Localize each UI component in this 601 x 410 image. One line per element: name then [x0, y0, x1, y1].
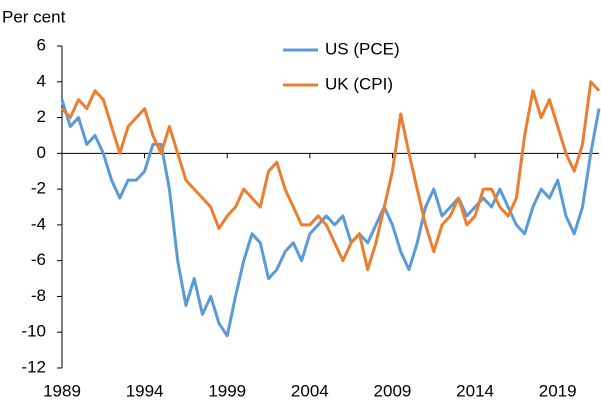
legend-label: US (PCE) — [325, 39, 400, 58]
y-tick-label: -2 — [31, 179, 46, 198]
y-tick-label: -6 — [31, 250, 46, 269]
x-tick-label: 1989 — [43, 381, 81, 400]
y-tick-label: 6 — [37, 35, 46, 54]
y-tick-label: -12 — [21, 357, 46, 376]
y-tick-label: 4 — [37, 71, 46, 90]
x-tick-label: 1999 — [208, 381, 246, 400]
y-tick-label: -10 — [21, 322, 46, 341]
y-tick-label: -8 — [31, 286, 46, 305]
x-tick-label: 2009 — [374, 381, 412, 400]
x-tick-label: 2004 — [291, 381, 329, 400]
line-series — [60, 99, 601, 338]
legend-label: UK (CPI) — [325, 74, 393, 93]
y-tick-label: 2 — [37, 107, 46, 126]
y-tick-label: -4 — [31, 214, 46, 233]
x-tick-label: 2014 — [456, 381, 494, 400]
x-tick-label: 1994 — [126, 381, 164, 400]
x-tick-label: 2019 — [539, 381, 577, 400]
line-series — [60, 80, 601, 272]
y-tick-label: 0 — [37, 143, 46, 162]
y-axis-label: Per cent — [2, 7, 66, 26]
